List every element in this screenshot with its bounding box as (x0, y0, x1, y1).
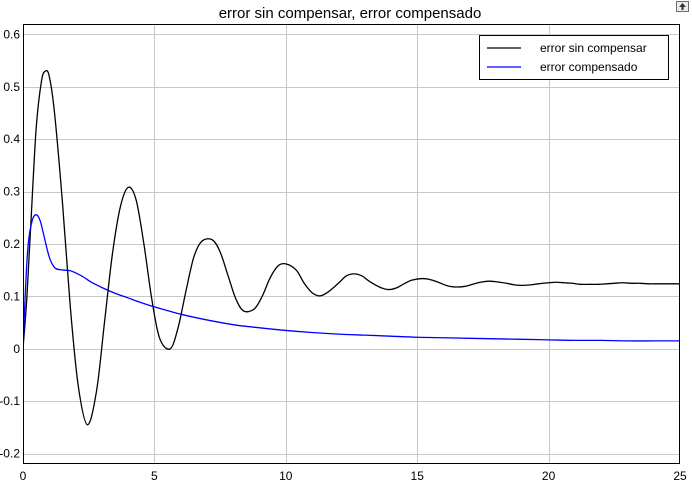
y-tick-label: 0.5 (3, 80, 20, 94)
y-tick-label: -0.1 (0, 394, 20, 408)
restore-axes-button[interactable] (676, 1, 689, 12)
y-tick-label: 0.1 (3, 289, 20, 303)
ticks: 0 5 10 15 20 25 -0.2 -0.1 0 0.1 0.2 0.3 0.4 0.5 0.6 (0, 27, 687, 483)
x-tick-label: 10 (279, 469, 293, 483)
series-layer (23, 69, 680, 426)
grid (23, 24, 680, 464)
y-tick-label: 0.6 (3, 27, 20, 41)
y-tick-label: 0.2 (3, 237, 20, 251)
x-tick-label: 20 (542, 469, 556, 483)
y-tick-label: 0.4 (3, 132, 20, 146)
axes-frame (23, 24, 680, 464)
restore-axes-icon (679, 3, 686, 10)
series-line (23, 69, 680, 426)
chart-title: error sin compensar, error compensado (219, 5, 482, 22)
y-tick-label: 0 (13, 342, 20, 356)
x-tick-label: 15 (411, 469, 425, 483)
x-tick-label: 25 (673, 469, 687, 483)
series-line (23, 214, 680, 349)
legend: error sin compensar error compensado (479, 35, 669, 80)
x-tick-label: 0 (20, 469, 27, 483)
y-tick-label: 0.3 (3, 185, 20, 199)
y-tick-label: -0.2 (0, 447, 20, 461)
legend-label: error compensado (540, 60, 638, 74)
legend-label: error sin compensar (540, 41, 647, 55)
legend-box (479, 35, 669, 80)
x-tick-label: 5 (151, 469, 158, 483)
